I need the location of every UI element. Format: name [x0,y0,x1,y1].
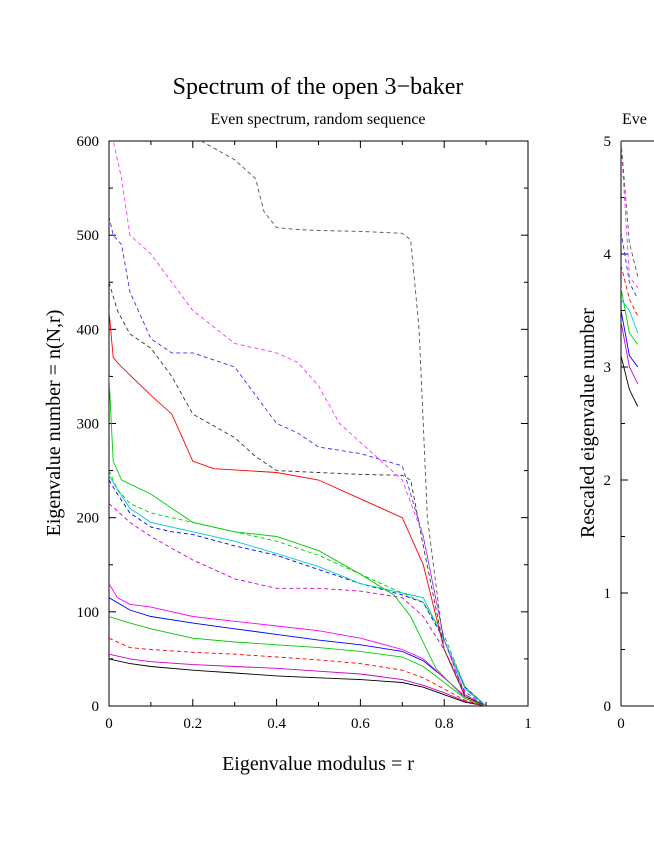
right-series-line-5 [621,265,639,317]
left-series-line-0 [109,658,487,706]
left-series-line-12 [109,282,487,706]
left-chart-subtitle: Even spectrum, random sequence [210,111,425,128]
left-axis-ticks: 0 0.2 0.4 0.6 0.8 1 0 100 200 300 400 500 600 [77,134,532,732]
right-y-tick-label: 2 [604,473,612,489]
left-series-line-8 [109,475,487,706]
left-x-axis-label: Eigenvalue modulus = r [222,753,414,775]
left-series-line-2 [109,637,487,706]
left-y-axis-label: Eigenvalue number = n(N,r) [43,310,65,537]
left-x-tick-label: 0.8 [435,716,454,732]
left-series-line-6 [109,503,487,706]
right-series-line-0 [621,355,639,407]
left-x-tick-label: 0.6 [351,716,370,732]
left-series-line-15 [200,141,487,706]
left-y-tick-label: 500 [77,228,100,244]
left-x-tick-label: 0.2 [183,716,202,732]
left-y-tick-label: 0 [92,699,100,715]
left-y-tick-label: 100 [77,605,100,621]
left-x-tick-label: 1 [524,716,532,732]
right-series-line-2 [621,310,639,368]
right-y-tick-label: 3 [604,360,612,376]
left-series-line-9 [109,470,487,706]
right-series-line-4 [621,298,639,334]
left-x-tick-label: 0 [105,716,113,732]
left-series-line-1 [109,653,487,706]
left-y-tick-label: 300 [77,417,100,433]
right-series-line-6 [621,231,639,300]
left-y-tick-label: 400 [77,322,100,338]
right-series-line-8 [621,141,639,277]
right-series-line-1 [621,321,639,385]
left-series-line-11 [109,310,487,706]
left-series-line-7 [109,479,487,706]
right-y-axis-label: Rescaled eigenvalue number [577,308,599,538]
left-y-tick-label: 200 [77,511,100,527]
chart-title: Spectrum of the open 3−baker [173,74,464,100]
left-series-group [109,141,487,706]
left-series-line-13 [109,216,487,706]
right-y-tick-label: 0 [604,699,612,715]
left-series-line-10 [109,376,487,706]
right-y-tick-label: 4 [604,247,612,263]
right-axis-ticks: 0 1 2 3 4 5 0 [604,134,628,732]
right-y-tick-label: 5 [604,134,612,150]
left-series-line-14 [112,141,487,706]
left-series-line-3 [109,616,487,706]
left-y-tick-label: 600 [77,134,100,150]
left-plot-frame [108,140,529,707]
right-series-group [621,141,639,407]
right-chart-subtitle: Eve [622,111,647,128]
right-y-tick-label: 1 [604,586,612,602]
left-x-tick-label: 0.4 [267,716,286,732]
right-series-line-7 [621,141,639,289]
right-x-tick-label: 0 [617,716,625,732]
left-series-line-5 [109,583,487,706]
